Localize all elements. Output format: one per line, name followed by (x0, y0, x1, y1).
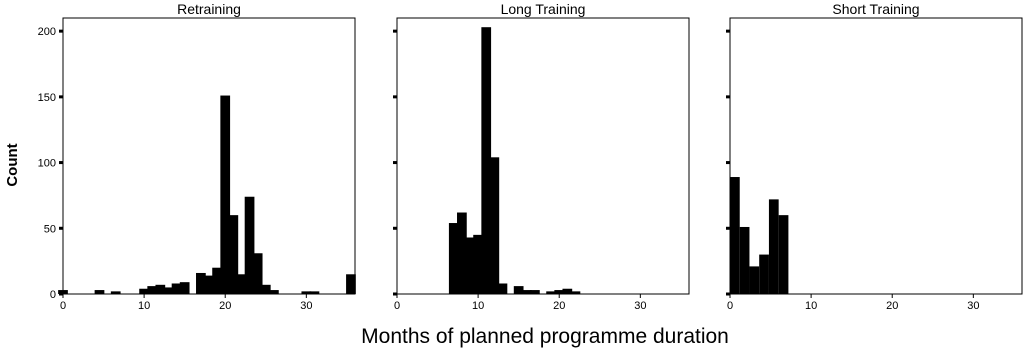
histogram-bar (228, 215, 239, 294)
histogram-bar (260, 284, 271, 294)
histogram-bar (473, 234, 483, 294)
histogram-bar (521, 290, 532, 294)
plot-frame (729, 17, 1023, 295)
y-axis-label: Count (4, 143, 21, 186)
x-tick-label: 0 (727, 300, 733, 312)
histogram-bar (163, 287, 174, 294)
y-tick-label: 0 (50, 289, 56, 301)
histogram-bar (759, 254, 769, 294)
histogram-bar (481, 27, 492, 294)
histogram-bar (269, 290, 279, 294)
x-tick-label: 0 (394, 300, 400, 312)
y-tick-label: 150 (38, 92, 56, 104)
histogram-bar (730, 177, 740, 294)
histogram-bar (768, 199, 779, 294)
histogram-bar (155, 284, 166, 294)
histogram-bar (236, 274, 247, 294)
histogram-bar (570, 291, 581, 294)
histogram-bar (110, 291, 121, 294)
histogram-bar (457, 212, 467, 294)
y-tick-label: 100 (38, 158, 56, 170)
y-tick-label: 50 (44, 223, 56, 235)
histogram-bar (309, 291, 320, 294)
x-axis-label: Months of planned programme duration (361, 325, 729, 348)
histogram-bar (546, 291, 556, 294)
histogram-bar (244, 196, 255, 294)
x-tick-label: 10 (805, 300, 817, 312)
x-tick-label: 10 (472, 300, 484, 312)
histogram-bar (739, 226, 750, 294)
histogram-bar (212, 267, 222, 294)
x-tick-label: 20 (886, 300, 898, 312)
histogram-bar (530, 290, 540, 294)
histogram-bar (448, 223, 459, 294)
histogram-bar (252, 253, 263, 294)
histogram-bar (204, 275, 214, 294)
histogram-bar (749, 266, 760, 294)
histogram-bar (778, 215, 789, 294)
x-tick-label: 30 (967, 300, 979, 312)
histogram-bar (147, 286, 158, 294)
histogram-bar (220, 95, 231, 294)
y-tick-label: 200 (38, 26, 56, 38)
panel-title: Long Training (501, 1, 586, 17)
x-tick-label: 10 (138, 300, 150, 312)
x-tick-label: 20 (553, 300, 565, 312)
histogram-bar (94, 290, 105, 294)
x-tick-label: 20 (219, 300, 231, 312)
x-tick-label: 30 (300, 300, 312, 312)
histogram-bar (554, 290, 565, 294)
panel-1: Retraining 0 10 20 30 0 50 100 150 200 (38, 1, 356, 312)
x-tick-label: 30 (634, 300, 646, 312)
panel-2: Long Training 0 10 20 30 (393, 1, 690, 312)
histogram-bar (139, 288, 149, 294)
histogram-bar (196, 272, 206, 294)
histogram-bar (489, 157, 500, 294)
plot-frame (396, 17, 690, 295)
panel-3: Short Training 0 10 20 30 (726, 1, 1023, 312)
histogram-bar (513, 286, 524, 294)
histogram-bar (301, 291, 312, 294)
plot-frame (62, 17, 356, 295)
panel-title: Retraining (177, 1, 241, 17)
histogram-bar (171, 283, 182, 294)
histogram-bar (58, 290, 68, 294)
histogram-bar (497, 283, 508, 294)
panel-title: Short Training (832, 1, 919, 17)
histogram-bar (179, 282, 190, 294)
histogram-bar (346, 274, 356, 294)
histogram-bar (465, 237, 475, 294)
histogram-bar (562, 288, 573, 294)
x-tick-label: 0 (60, 300, 66, 312)
